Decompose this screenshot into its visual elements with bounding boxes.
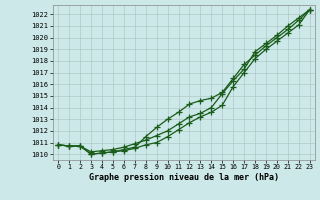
X-axis label: Graphe pression niveau de la mer (hPa): Graphe pression niveau de la mer (hPa): [89, 173, 279, 182]
